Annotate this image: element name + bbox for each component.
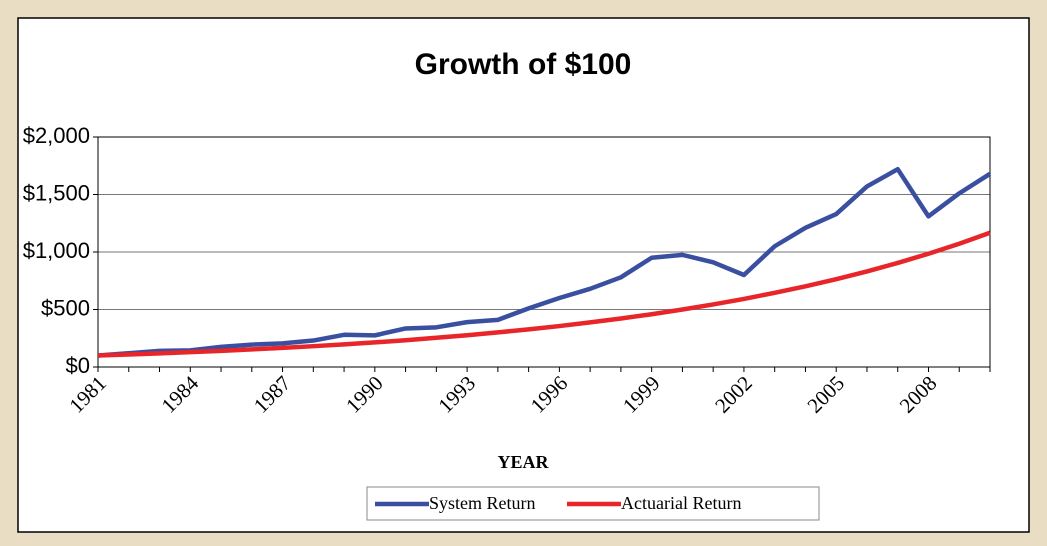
x-axis-title: YEAR (497, 452, 549, 472)
y-tick-label: $1,000 (23, 238, 90, 263)
legend-label: Actuarial Return (621, 493, 741, 513)
chart-title: Growth of $100 (415, 48, 632, 81)
series-line (97, 166, 992, 358)
y-tick-label: $1,500 (23, 180, 90, 205)
y-tick-label: $500 (41, 295, 90, 320)
plot-border (97, 136, 991, 368)
legend-label: System Return (429, 493, 536, 513)
y-tick-label: $2,000 (23, 123, 90, 148)
series-line (97, 230, 991, 358)
y-tick-label: $0 (66, 353, 90, 378)
